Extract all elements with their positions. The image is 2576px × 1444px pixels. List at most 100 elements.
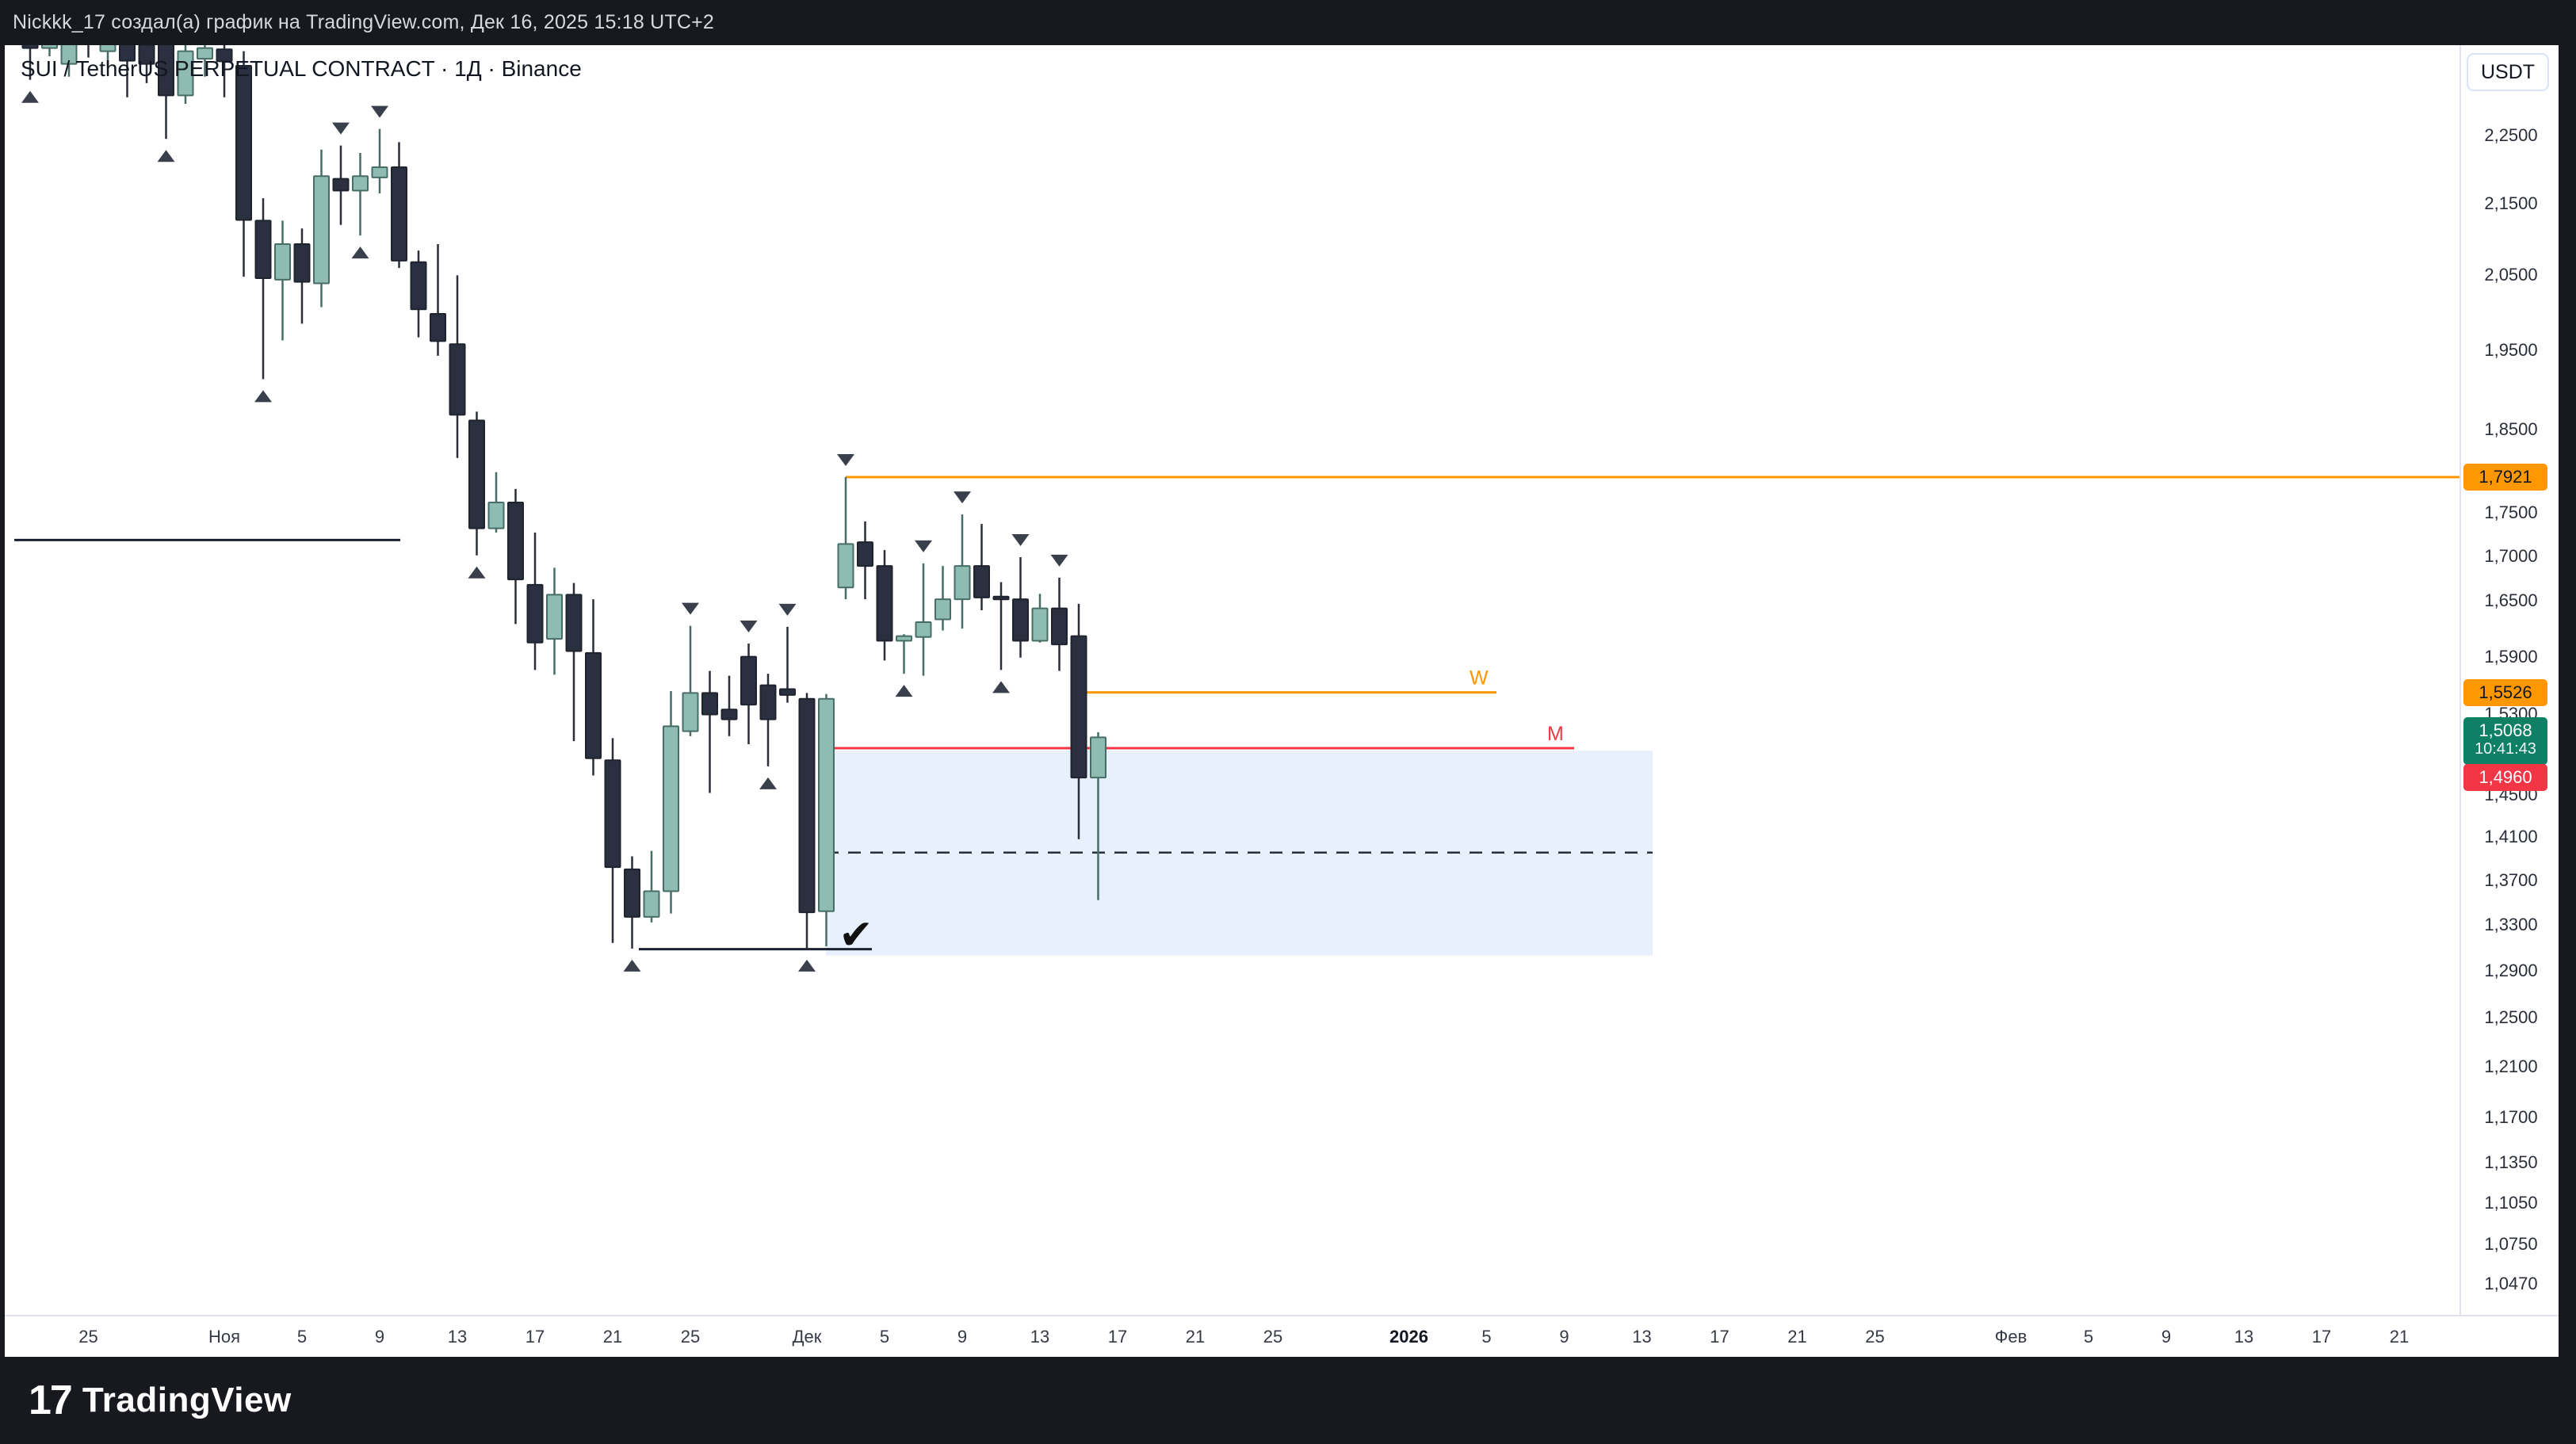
candle-body	[663, 725, 679, 892]
countdown-timer: 10:41:43	[2475, 740, 2536, 758]
candlestick-plot: W M ✔	[5, 45, 2559, 1316]
down-triangle-marker	[954, 491, 971, 504]
time-tick-label: 21	[602, 1327, 623, 1347]
up-triangle-marker	[157, 150, 175, 162]
candle-body	[177, 50, 194, 97]
candle-body	[293, 243, 311, 283]
time-tick-label: 13	[2234, 1327, 2254, 1347]
price-tick-label: 1,7500	[2484, 502, 2538, 522]
time-tick-label: 13	[1030, 1327, 1050, 1347]
candle-body	[254, 220, 272, 280]
time-tick-label: Дек	[792, 1327, 822, 1347]
price-tick-label: 1,7000	[2484, 545, 2538, 566]
candle-body	[973, 565, 990, 598]
checkmark-annotation[interactable]: ✔	[839, 912, 873, 958]
up-triangle-marker	[468, 566, 486, 579]
candle-body	[371, 166, 388, 178]
candles-layer	[21, 45, 1106, 949]
candle-body	[896, 635, 912, 642]
price-tick-label: 1,2900	[2484, 960, 2538, 980]
down-triangle-marker	[915, 540, 932, 552]
up-triangle-marker	[992, 681, 1010, 693]
candle-body	[1031, 607, 1049, 642]
candle-body	[197, 47, 213, 60]
time-tick-label: 25	[680, 1327, 701, 1347]
time-tick-label: 5	[879, 1327, 890, 1347]
time-tick-label: 9	[2161, 1327, 2172, 1347]
level-price-tag: 1,4960	[2463, 764, 2547, 791]
tradingview-logo-icon: 17	[29, 1377, 73, 1423]
down-triangle-marker	[778, 603, 797, 616]
candle-body	[837, 543, 854, 589]
candle-body	[682, 692, 699, 732]
time-tick-label: 13	[447, 1327, 468, 1347]
time-tick-label: 21	[2389, 1327, 2410, 1347]
candle-body	[701, 692, 718, 716]
level-label-m: M	[1547, 723, 1564, 745]
candle-body	[1051, 607, 1068, 646]
candle-body	[934, 598, 951, 621]
time-tick-label: 2026	[1389, 1327, 1428, 1347]
candle-body	[21, 45, 39, 49]
candle-body	[99, 45, 117, 52]
candle-body	[313, 175, 330, 285]
tradingview-wordmark: TradingView	[82, 1381, 292, 1419]
candle-body	[391, 166, 407, 262]
candle-body	[332, 178, 350, 192]
candle-body	[526, 583, 544, 644]
candle-body	[449, 343, 466, 416]
price-tick-label: 2,1500	[2484, 193, 2538, 214]
time-tick-label: 9	[957, 1327, 968, 1347]
price-tick-label: 1,3700	[2484, 869, 2538, 890]
time-tick-label: 17	[1710, 1327, 1729, 1347]
time-tick-label: 21	[1185, 1327, 1206, 1347]
time-tick-label: Фев	[1994, 1327, 2028, 1347]
time-tick-label: 5	[1481, 1327, 1492, 1347]
candle-body	[1090, 736, 1106, 779]
candle-body	[992, 595, 1010, 601]
candle-body	[60, 45, 78, 65]
candle-body	[740, 655, 757, 706]
candle-body	[352, 175, 369, 192]
candle-body	[158, 45, 174, 97]
price-tick-label: 1,9500	[2484, 340, 2538, 361]
price-tick-label: 2,2500	[2484, 125, 2538, 145]
price-tick-label: 2,0500	[2484, 265, 2538, 285]
down-triangle-marker	[1011, 534, 1030, 547]
price-tick-label: 1,6500	[2484, 590, 2538, 611]
price-tick-label: 1,1700	[2484, 1106, 2538, 1127]
down-triangle-marker	[740, 620, 758, 632]
candle-body	[585, 651, 602, 759]
candle-body	[41, 45, 58, 49]
candle-body	[216, 48, 233, 63]
time-tick-label: 25	[1865, 1327, 1885, 1347]
candle-body	[720, 709, 738, 720]
price-tick-label: 1,4100	[2484, 827, 2538, 847]
candle-body	[487, 502, 505, 529]
candle-body	[759, 684, 777, 720]
up-triangle-marker	[895, 685, 913, 697]
candle-body	[1070, 635, 1087, 779]
candle-body	[857, 541, 873, 567]
down-triangle-marker	[1050, 554, 1068, 567]
time-tick-label: 5	[296, 1327, 308, 1347]
price-tick-label: 1,5900	[2484, 646, 2538, 667]
currency-unit-button[interactable]: USDT	[2467, 53, 2549, 91]
candle-body	[507, 502, 524, 581]
price-tick-label: 1,3300	[2484, 914, 2538, 934]
level-price-tag: 1,5526	[2463, 678, 2547, 706]
candle-body	[779, 688, 796, 696]
up-triangle-marker	[21, 90, 39, 103]
price-tick-label: 1,0750	[2484, 1233, 2538, 1254]
price-tick-label: 1,0470	[2484, 1273, 2538, 1293]
price-tick-label: 1,2500	[2484, 1007, 2538, 1028]
time-tick-label: 25	[1263, 1327, 1283, 1347]
time-tick-label: 13	[1632, 1327, 1652, 1347]
up-triangle-marker	[623, 959, 641, 972]
candle-body	[954, 565, 971, 601]
candle-body	[119, 45, 136, 62]
demand-zone[interactable]	[826, 751, 1653, 956]
candle-body	[430, 312, 446, 342]
candle-body	[468, 419, 485, 529]
